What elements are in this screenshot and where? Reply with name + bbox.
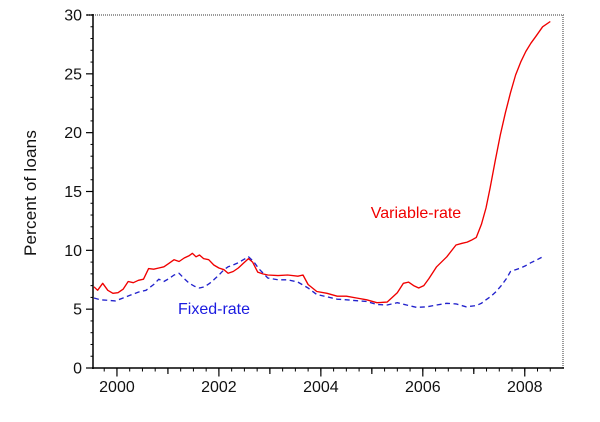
x-tick-label: 2004 (303, 379, 339, 396)
x-tick-label: 2006 (405, 379, 441, 396)
y-tick-label: 30 (64, 8, 82, 25)
x-tick-label: 2000 (99, 379, 135, 396)
y-tick-label: 5 (73, 302, 82, 319)
series-line-variable-rate (93, 20, 551, 304)
x-tick-label: 2008 (507, 379, 543, 396)
y-tick-label: 15 (64, 184, 82, 201)
y-tick-label: 20 (64, 125, 82, 142)
y-tick-label: 0 (73, 361, 82, 378)
y-tick-label: 10 (64, 243, 82, 260)
x-tick-label: 2002 (201, 379, 237, 396)
series-line-fixed-rate (93, 256, 542, 309)
y-axis-title: Percent of loans (21, 129, 40, 257)
series-label-fixed-rate: Fixed-rate (177, 301, 251, 318)
y-tick-label: 25 (64, 66, 82, 83)
series-label-variable-rate: Variable-rate (370, 205, 462, 222)
